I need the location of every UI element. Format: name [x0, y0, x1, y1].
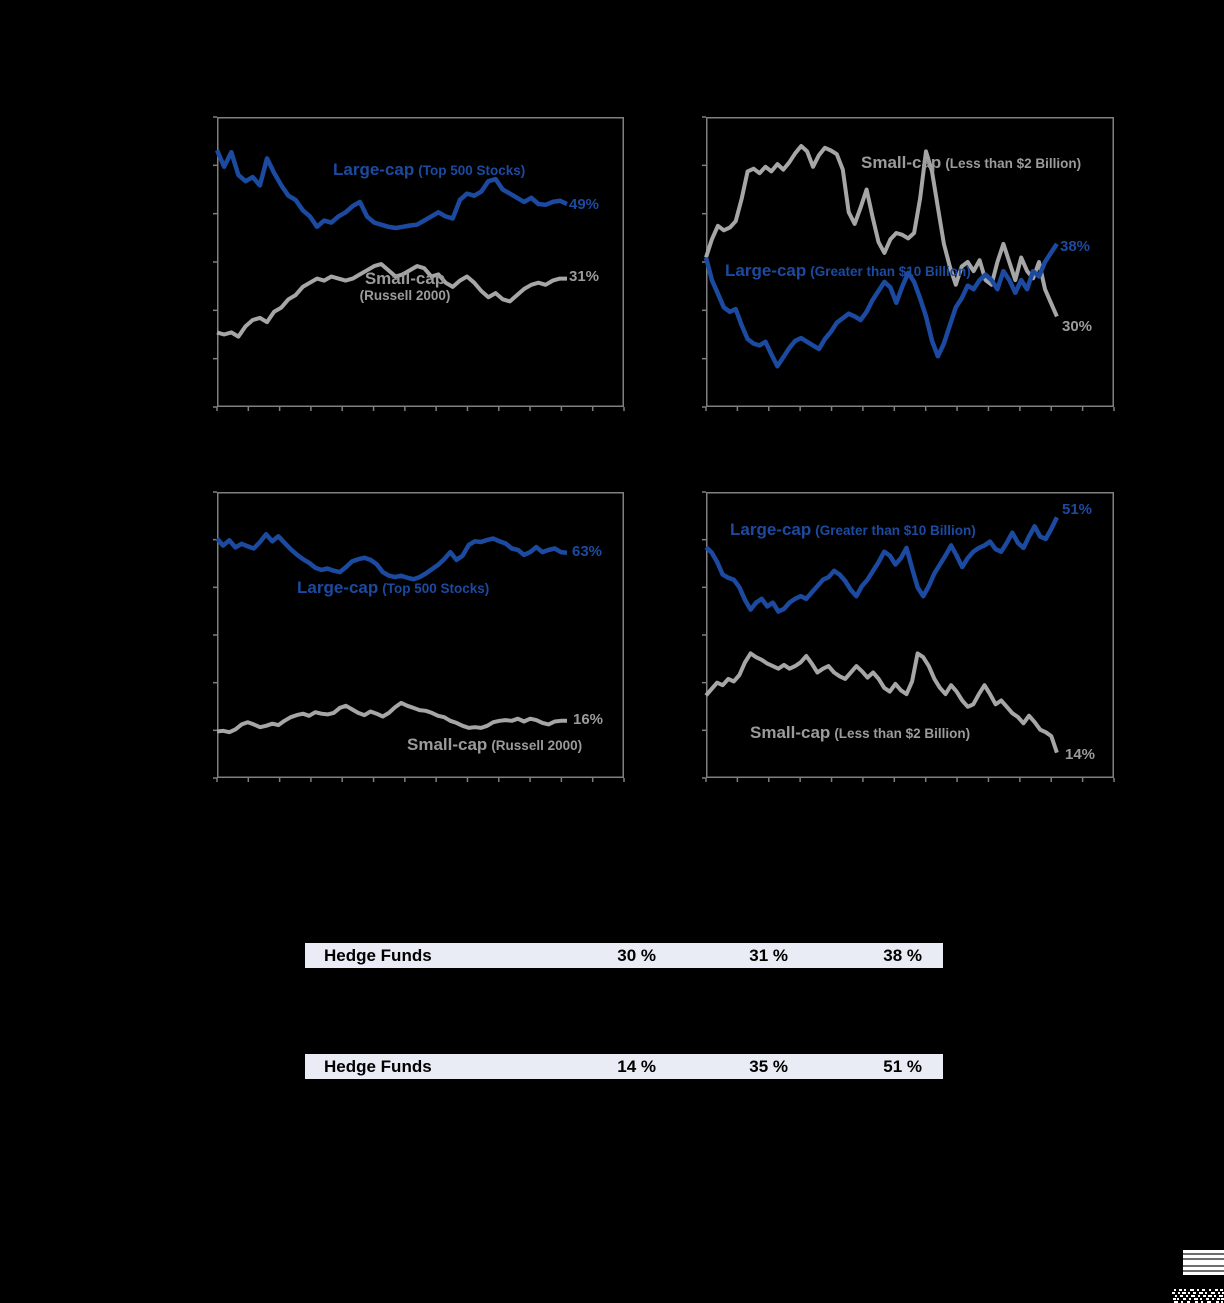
series-label-main: Large-cap — [730, 520, 812, 539]
chart-top-right: Small-cap (Less than $2 Billion) Large-ca… — [702, 116, 1115, 411]
series-label-paren: (Greater than $10 Billion) — [810, 264, 971, 279]
chart-bottom-right: Large-cap (Greater than $10 Billion) Smal… — [702, 491, 1115, 782]
row-value-1: 14 % — [617, 1057, 656, 1076]
series-label-main: Small-cap — [407, 735, 488, 754]
row-value-1: 30 % — [617, 946, 656, 965]
end-value-label-small-cap: 16% — [573, 711, 604, 728]
series-label-large-cap: Large-cap (Greater than $10 Billion) — [730, 520, 976, 540]
series-label-paren: (Top 500 Stocks) — [418, 163, 526, 178]
series-label-small-cap: Small-cap (Less than $2 Billion) — [750, 723, 971, 743]
end-value-label-small-cap: 31% — [569, 268, 600, 285]
series-label-large-cap: Large-cap (Top 500 Stocks) — [333, 160, 526, 180]
chart-bottom-left: Large-cap (Top 500 Stocks) Small-cap (Russ… — [213, 491, 625, 782]
series-label-paren: (Russell 2000) — [491, 738, 583, 753]
series-label-main: Large-cap — [297, 578, 379, 597]
line-plot — [702, 491, 1115, 782]
end-value-label-small-cap: 14% — [1065, 746, 1096, 763]
dither-noise-mark — [1172, 1289, 1224, 1303]
line-plot — [213, 491, 625, 782]
end-value-label-large-cap: 51% — [1062, 501, 1093, 518]
row-label: Hedge Funds — [324, 946, 432, 965]
row-value-2: 35 % — [749, 1057, 788, 1076]
row-value-3: 38 % — [883, 946, 922, 965]
end-value-label-large-cap: 49% — [569, 196, 600, 213]
striped-logo-block — [1183, 1250, 1224, 1275]
series-label-small-cap: Small-cap (Russell 2000) — [345, 269, 465, 304]
chart-top-left: Large-cap (Top 500 Stocks) Small-cap (Russ… — [213, 116, 625, 411]
table-row-hedge-funds-2: Hedge Funds 14 % 35 % 51 % — [305, 1054, 943, 1079]
series-label-small-cap: Small-cap (Less than $2 Billion) — [861, 153, 1082, 173]
line-plot — [702, 116, 1115, 411]
end-value-label-small-cap: 30% — [1062, 318, 1093, 335]
row-value-3: 51 % — [883, 1057, 922, 1076]
series-label-small-cap: Small-cap (Russell 2000) — [407, 735, 583, 755]
row-value-2: 31 % — [749, 946, 788, 965]
end-value-label-large-cap: 63% — [572, 543, 603, 560]
series-label-main: Small-cap — [861, 153, 942, 172]
table-row-hedge-funds-1: Hedge Funds 30 % 31 % 38 % — [305, 943, 943, 968]
series-label-large-cap: Large-cap (Top 500 Stocks) — [297, 578, 490, 598]
series-label-main: Small-cap — [364, 269, 446, 288]
series-label-paren: (Greater than $10 Billion) — [815, 523, 976, 538]
row-label: Hedge Funds — [324, 1057, 432, 1076]
series-label-paren: (Less than $2 Billion) — [834, 726, 971, 741]
series-label-paren: (Russell 2000) — [359, 287, 451, 303]
series-label-paren: (Top 500 Stocks) — [382, 581, 490, 596]
series-label-paren: (Less than $2 Billion) — [945, 156, 1082, 171]
line-plot — [213, 116, 625, 411]
series-label-main: Large-cap — [725, 261, 807, 280]
series-label-large-cap: Large-cap (Greater than $10 Billion) — [725, 261, 971, 281]
end-value-label-large-cap: 38% — [1060, 238, 1091, 255]
series-label-main: Large-cap — [333, 160, 415, 179]
series-label-main: Small-cap — [750, 723, 831, 742]
